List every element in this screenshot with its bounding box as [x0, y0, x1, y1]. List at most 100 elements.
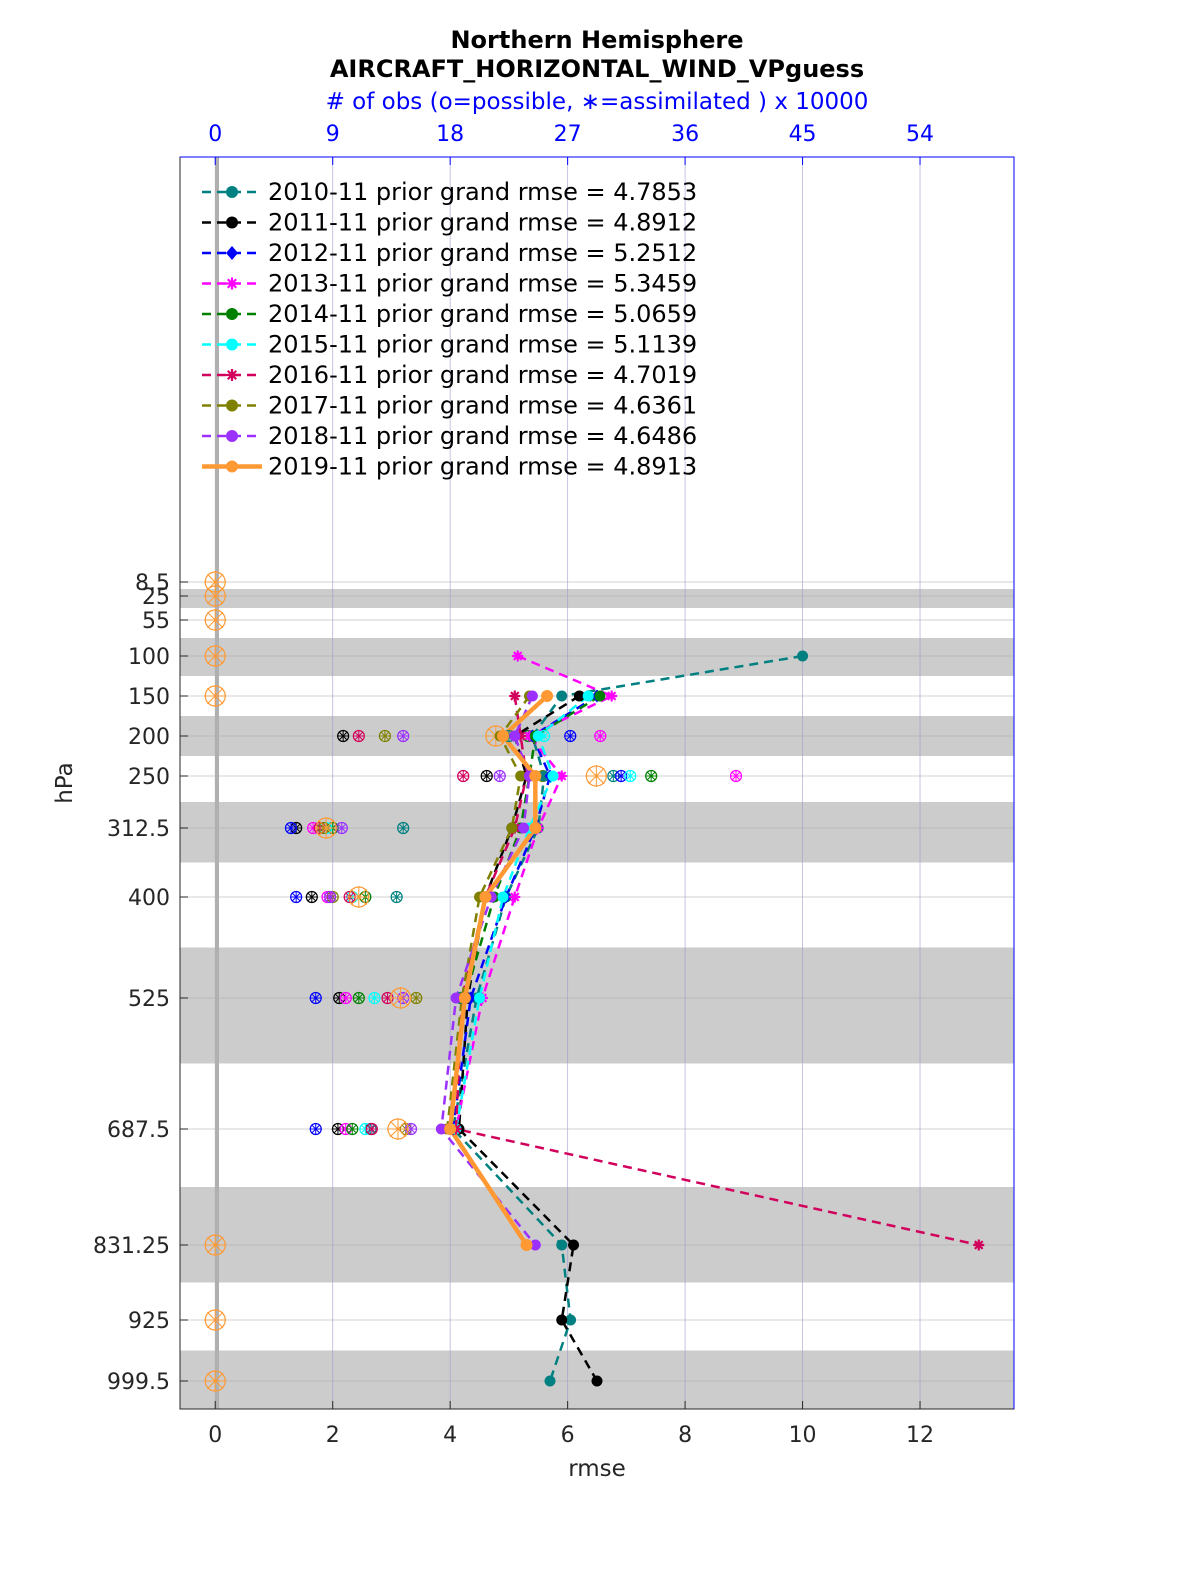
y-axis-label: hPa	[52, 762, 78, 804]
series-point	[556, 1239, 568, 1251]
legend-entry: 2011-11 prior grand rmse = 4.8912	[268, 209, 697, 237]
y-tick-label: 925	[128, 1309, 170, 1334]
obs-assimilated-marker	[397, 730, 410, 742]
series-point	[582, 690, 594, 702]
obs-assimilated-marker	[346, 1123, 359, 1135]
series-line	[451, 654, 803, 1382]
legend-entry: 2016-11 prior grand rmse = 4.7019	[268, 361, 697, 389]
series-point	[606, 690, 618, 702]
legend-entry: 2018-11 prior grand rmse = 4.6486	[268, 422, 697, 450]
legend-marker	[226, 216, 238, 229]
legend-entry: 2014-11 prior grand rmse = 5.0659	[268, 300, 697, 328]
series-point	[479, 891, 492, 903]
level-band	[180, 802, 1014, 863]
y-tick-label: 250	[128, 765, 170, 790]
y-tick-label: 312.5	[107, 817, 170, 842]
y-tick-label: 100	[128, 645, 170, 670]
obs-assimilated-marker	[204, 609, 227, 631]
obs-assimilated-marker	[585, 765, 608, 787]
obs-assimilated-marker	[378, 730, 391, 742]
series-point	[544, 1375, 556, 1387]
series-point	[573, 690, 585, 702]
obs-assimilated-marker	[324, 891, 337, 903]
obs-assimilated-marker	[347, 886, 370, 908]
level-band	[180, 589, 1014, 608]
top-tick-label: 27	[554, 122, 582, 147]
series-line	[447, 694, 549, 1247]
obs-assimilated-marker	[564, 730, 577, 742]
y-tick-label: 25	[142, 585, 170, 610]
obs-assimilated-marker	[284, 822, 297, 834]
legend-marker	[226, 246, 238, 260]
y-tick-label: 687.5	[107, 1118, 170, 1143]
series-point	[565, 1314, 577, 1326]
obs-assimilated-marker	[410, 992, 423, 1004]
series-point	[435, 1123, 447, 1135]
series-point	[509, 730, 521, 742]
x-tick-label: 2	[326, 1423, 340, 1448]
top-tick-label: 36	[671, 122, 699, 147]
y-tick-label: 831.25	[93, 1234, 170, 1259]
x-axis-label: rmse	[568, 1456, 626, 1482]
obs-assimilated-marker	[405, 1123, 418, 1135]
series-point	[532, 730, 544, 742]
obs-assimilated-marker	[359, 1123, 372, 1135]
obs-assimilated-marker	[352, 992, 365, 1004]
series-point	[547, 770, 559, 782]
obs-assimilated-marker	[397, 822, 410, 834]
obs-assimilated-marker	[480, 770, 493, 782]
legend-marker	[226, 308, 238, 320]
legend-entry: 2012-11 prior grand rmse = 5.2512	[268, 239, 697, 267]
obs-assimilated-marker	[352, 730, 365, 742]
obs-assimilated-marker	[331, 1123, 344, 1135]
level-bands	[180, 589, 1014, 1409]
obs-assimilated-marker	[305, 891, 318, 903]
x-tick-label: 6	[561, 1423, 575, 1448]
obs-assimilated-marker	[594, 730, 607, 742]
series-point	[506, 822, 518, 834]
legend-marker	[226, 430, 238, 442]
top-tick-label: 45	[789, 122, 817, 147]
obs-assimilated-marker	[339, 1123, 352, 1135]
series-point	[497, 730, 510, 742]
series-point	[526, 690, 538, 702]
top-axis-label: # of obs (o=possible, ∗=assimilated ) x …	[326, 89, 869, 115]
series-point	[556, 770, 568, 782]
series-point	[556, 690, 568, 702]
level-band	[180, 947, 1014, 1064]
obs-assimilated-marker	[493, 770, 506, 782]
obs-assimilated-marker	[389, 987, 412, 1009]
y-tick-label: 55	[142, 609, 170, 634]
series-line	[454, 654, 615, 1130]
legend-marker	[226, 399, 238, 412]
series-markers	[435, 650, 985, 1387]
obs-assimilated-marker	[381, 992, 394, 1004]
obs-assimilated-marker	[607, 770, 620, 782]
obs-assimilated-marker	[624, 770, 637, 782]
obs-assimilated-marker	[615, 770, 628, 782]
series-point	[450, 992, 462, 1004]
series-point	[797, 650, 809, 662]
y-tick-label: 200	[128, 725, 170, 750]
series-point	[515, 770, 527, 782]
obs-markers	[204, 571, 743, 1392]
obs-assimilated-marker	[333, 992, 346, 1004]
series-point	[529, 770, 542, 782]
series-point	[497, 891, 509, 903]
legend-entry: 2015-11 prior grand rmse = 5.1139	[268, 331, 697, 359]
obs-assimilated-marker	[204, 571, 227, 593]
obs-assimilated-marker	[307, 822, 320, 834]
series-point	[529, 822, 542, 834]
obs-assimilated-marker	[315, 817, 338, 839]
x-tick-label: 12	[906, 1423, 934, 1448]
legend-marker	[226, 277, 238, 290]
x-tick-label: 0	[208, 1423, 222, 1448]
level-band	[180, 638, 1014, 676]
y-tick-label: 8.5	[135, 571, 170, 596]
series-point	[509, 690, 521, 702]
y-tick-label: 150	[128, 685, 170, 710]
legend-marker	[226, 369, 238, 381]
y-tick-label: 525	[128, 987, 170, 1012]
legend-entry: 2019-11 prior grand rmse = 4.8913	[268, 453, 697, 481]
